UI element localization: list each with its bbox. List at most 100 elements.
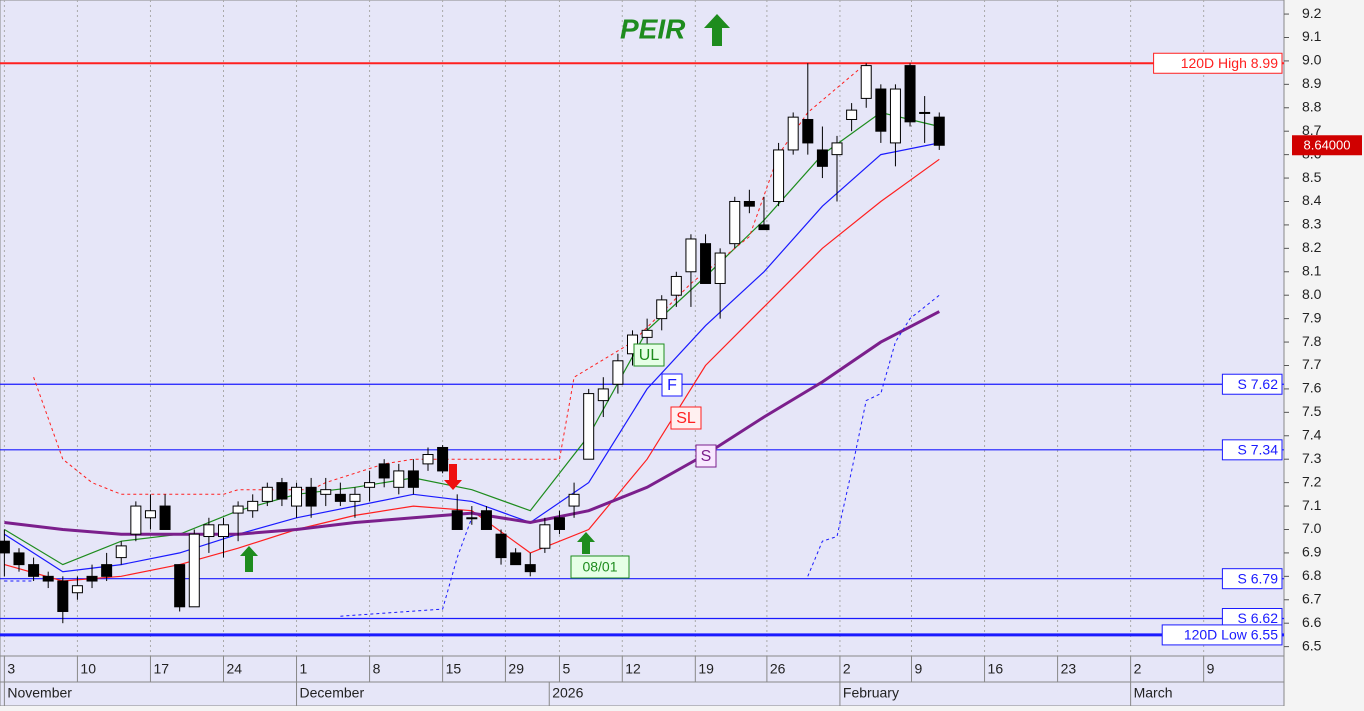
x-tick-label: 16 xyxy=(988,661,1004,677)
y-tick-label: 7.6 xyxy=(1302,380,1322,396)
candle-body xyxy=(217,524,229,538)
candle-body xyxy=(101,564,113,577)
candle-body xyxy=(831,142,843,156)
candle-body xyxy=(334,493,346,502)
candle-body xyxy=(846,109,858,120)
level-label: S 7.34 xyxy=(1238,442,1279,458)
candle-body xyxy=(729,200,741,245)
candle-body xyxy=(393,470,405,488)
y-tick-label: 7.9 xyxy=(1302,309,1322,325)
x-tick-label: 12 xyxy=(625,661,641,677)
y-tick-label: 6.6 xyxy=(1302,614,1322,630)
last-price-label: 8.64000 xyxy=(1304,138,1351,153)
y-tick-label: 9.1 xyxy=(1302,28,1322,44)
y-tick-label: 7.5 xyxy=(1302,403,1322,419)
indicator-label: S xyxy=(701,448,712,465)
y-tick-label: 8.7 xyxy=(1302,122,1322,138)
x-tick-label: 15 xyxy=(446,661,462,677)
month-label: November xyxy=(7,685,72,701)
candle-body xyxy=(787,116,799,151)
level-label: S 6.79 xyxy=(1238,570,1279,586)
x-tick-label: 23 xyxy=(1061,661,1077,677)
y-tick-label: 8.2 xyxy=(1302,239,1322,255)
month-label: December xyxy=(300,685,365,701)
candle-body xyxy=(115,545,127,559)
candle-body xyxy=(422,454,434,465)
indicator-box xyxy=(633,343,665,367)
candle-body xyxy=(174,564,186,608)
y-tick-label: 7.3 xyxy=(1302,450,1322,466)
candle-body xyxy=(904,65,916,123)
x-tick-label: 2 xyxy=(1134,661,1142,677)
candle-body xyxy=(495,533,507,559)
candle-body xyxy=(875,88,887,132)
month-label: 2026 xyxy=(552,685,583,701)
x-tick-label: 8 xyxy=(373,661,381,677)
candle-body xyxy=(919,111,931,114)
candle-body xyxy=(583,393,595,460)
candle-body xyxy=(758,224,770,231)
candle-body xyxy=(568,493,580,507)
month-label: February xyxy=(843,685,899,701)
y-tick-label: 7.0 xyxy=(1302,520,1322,536)
candle-body xyxy=(188,533,200,608)
y-tick-label: 7.4 xyxy=(1302,426,1322,442)
level-box xyxy=(1221,373,1283,395)
level-label: 120D High 8.99 xyxy=(1181,55,1279,71)
plot-area xyxy=(0,0,1285,657)
candle-body xyxy=(539,524,551,549)
candle-body xyxy=(130,505,142,535)
y-tick-label: 6.5 xyxy=(1302,637,1322,653)
x-tick-label: 19 xyxy=(698,661,714,677)
x-tick-label: 1 xyxy=(300,661,308,677)
y-tick-label: 9.2 xyxy=(1302,5,1322,21)
candle-body xyxy=(86,575,98,582)
y-tick-label: 7.1 xyxy=(1302,497,1322,513)
x-tick-label: 5 xyxy=(562,661,570,677)
level-box xyxy=(1161,624,1283,646)
candle-body xyxy=(144,510,156,519)
candle-body xyxy=(656,299,668,320)
candle-body xyxy=(71,585,83,594)
candle-body xyxy=(42,575,54,582)
candle-body xyxy=(291,486,303,507)
y-tick-label: 6.7 xyxy=(1302,590,1322,606)
level-box xyxy=(1153,52,1283,74)
level-label: S 6.62 xyxy=(1238,610,1279,626)
annotations: PEIR 08/01 120D High 8.99 S 7.62 S 7.34 S 6… xyxy=(240,13,1283,646)
candle-body xyxy=(203,524,215,538)
candle-body xyxy=(714,252,726,284)
y-tick-label: 8.0 xyxy=(1302,286,1322,302)
y-tick-label: 6.9 xyxy=(1302,544,1322,560)
month-label: March xyxy=(1134,685,1173,701)
x-tick-label: 26 xyxy=(770,661,786,677)
x-axis-area xyxy=(0,655,1285,707)
candle-body xyxy=(466,517,478,520)
y-tick-label: 7.8 xyxy=(1302,333,1322,349)
candle-body xyxy=(232,505,244,514)
candle-body xyxy=(524,564,536,573)
stop-line xyxy=(33,62,940,495)
candle-body xyxy=(305,486,317,507)
signal-label: 08/01 xyxy=(582,559,617,575)
indicator-box xyxy=(695,444,717,468)
candle-body xyxy=(13,552,25,566)
indicator-box xyxy=(670,406,702,430)
candle-body xyxy=(553,517,565,530)
buy-arrow xyxy=(577,532,595,554)
stop-line xyxy=(4,294,940,617)
y-tick-label: 9.0 xyxy=(1302,52,1322,68)
candle-body xyxy=(816,149,828,167)
candle-body xyxy=(451,510,463,530)
candle-body xyxy=(773,149,785,202)
y-tick-label: 7.2 xyxy=(1302,473,1322,489)
y-tick-label: 8.1 xyxy=(1302,262,1322,278)
sell-arrow xyxy=(444,464,462,490)
x-tick-label: 24 xyxy=(226,661,242,677)
indicator-line xyxy=(4,142,940,573)
title-arrow xyxy=(704,14,730,46)
chart-title: PEIR xyxy=(620,13,686,44)
candle-body xyxy=(247,500,259,512)
candle-body xyxy=(480,510,492,530)
